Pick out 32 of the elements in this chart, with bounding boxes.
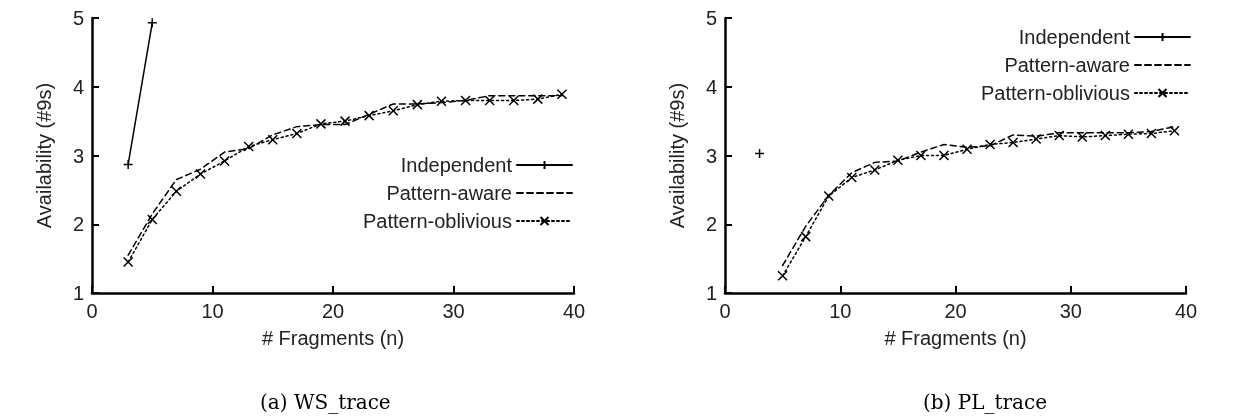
x-tick-label: 20 <box>321 300 345 322</box>
text: (a) WS_trace <box>260 390 391 414</box>
y-tick-label: 2 <box>705 213 717 236</box>
x-axis-title: # Fragments (n) <box>884 327 1027 349</box>
y-tick-label: 3 <box>72 144 84 167</box>
x-tick-label: 10 <box>201 300 224 322</box>
y-tick-label: 4 <box>705 75 717 98</box>
x-tick-label: 40 <box>562 300 586 322</box>
y-tick-label: 1 <box>72 282 84 304</box>
legend-label: Pattern-aware <box>1004 54 1130 76</box>
y-tick-label: 1 <box>705 282 717 304</box>
y-tick-label: 2 <box>72 213 84 236</box>
y-tick-label: 5 <box>72 7 84 29</box>
y-tick-label: 5 <box>705 7 717 29</box>
text: (b) PL_trace <box>923 390 1048 414</box>
y-tick-label: 4 <box>72 75 84 98</box>
x-tick-label: 0 <box>719 300 731 322</box>
legend-label: Independent <box>1018 26 1131 48</box>
x-tick-label: 20 <box>944 300 967 322</box>
legend-label: Pattern-oblivious <box>981 82 1130 104</box>
legend-label: Independent <box>400 154 513 176</box>
x-tick-label: 40 <box>1174 300 1198 322</box>
y-tick-label: 3 <box>705 144 717 167</box>
x-tick-label: 10 <box>829 300 852 322</box>
x-axis-title: # Fragments (n) <box>261 327 405 349</box>
legend-label: Pattern-aware <box>386 182 512 204</box>
x-tick-label: 30 <box>1059 300 1082 322</box>
x-tick-label: 0 <box>86 300 98 322</box>
y-axis-title: Availability (#9s) <box>666 82 688 229</box>
x-tick-label: 30 <box>442 300 465 322</box>
legend-label: Pattern-oblivious <box>363 210 512 232</box>
y-axis-title: Availability (#9s) <box>33 82 55 229</box>
